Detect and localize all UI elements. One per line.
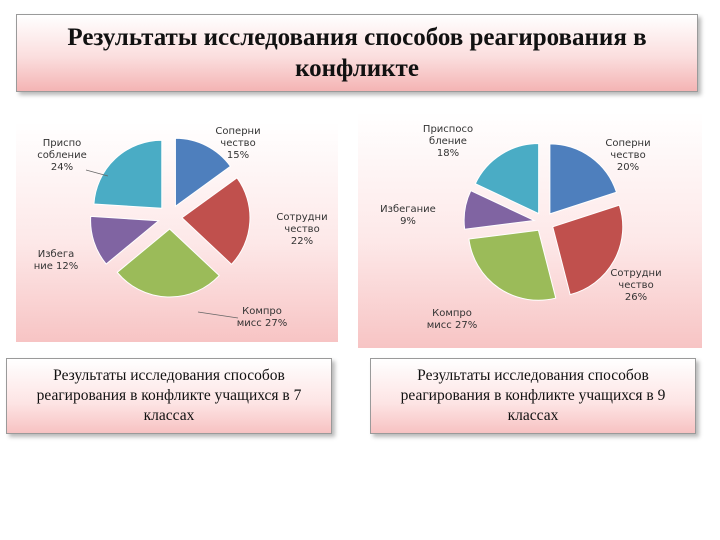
page-title: Результаты исследования способов реагиро… <box>67 24 647 82</box>
leader-line-adaptation <box>85 169 109 177</box>
pie-chart-grade-9: Соперни чество 20% Сотрудни чество 26% Компро м… <box>358 112 702 348</box>
caption-grade-7: Результаты исследования способов реагиро… <box>6 358 332 434</box>
data-label-rivalry: Соперни чество 20% <box>605 138 650 173</box>
caption-grade-9: Результаты исследования способов реагиро… <box>370 358 696 434</box>
pie-slice-cooperation <box>552 204 624 296</box>
data-label-avoidance: Избегание 9% <box>380 204 436 227</box>
data-label-compromise: Компро мисс 27% <box>237 306 287 329</box>
pie-slice-avoidance <box>463 189 536 230</box>
leader-line-compromise <box>197 311 239 319</box>
pie-slice-compromise <box>116 228 220 298</box>
data-label-cooperation: Сотрудни чество 26% <box>610 268 661 303</box>
pie-chart-grade-9-svg: Соперни чество 20% Сотрудни чество 26% Компро м… <box>380 124 661 331</box>
pie-slice-rivalry <box>174 137 232 208</box>
caption-grade-7-text: Результаты исследования способов реагиро… <box>36 367 302 424</box>
data-label-cooperation: Сотрудни чество 22% <box>276 212 327 247</box>
data-label-compromise: Компро мисс 27% <box>427 308 477 331</box>
pie-slice-adaptation <box>93 139 163 209</box>
data-label-adaptation: Приспосо бление 18% <box>423 124 473 159</box>
pie-slice-compromise <box>468 229 557 301</box>
caption-grade-9-text: Результаты исследования способов реагиро… <box>400 367 666 424</box>
pie-chart-grade-7: Соперни чество 15% Сотрудни чество 22% Компро м… <box>16 122 338 342</box>
pie-slice-cooperation <box>181 177 251 266</box>
pie-slice-adaptation <box>474 143 540 215</box>
data-label-rivalry: Соперни чество 15% <box>215 126 260 161</box>
pie-slice-avoidance <box>90 215 160 265</box>
pie-chart-grade-7-svg: Соперни чество 15% Сотрудни чество 22% Компро м… <box>34 126 328 329</box>
pie-slice-rivalry <box>549 143 618 215</box>
data-label-avoidance: Избега ние 12% <box>34 249 79 272</box>
data-label-adaptation: Приспо собление 24% <box>37 138 87 173</box>
title-banner: Результаты исследования способов реагиро… <box>16 14 698 92</box>
